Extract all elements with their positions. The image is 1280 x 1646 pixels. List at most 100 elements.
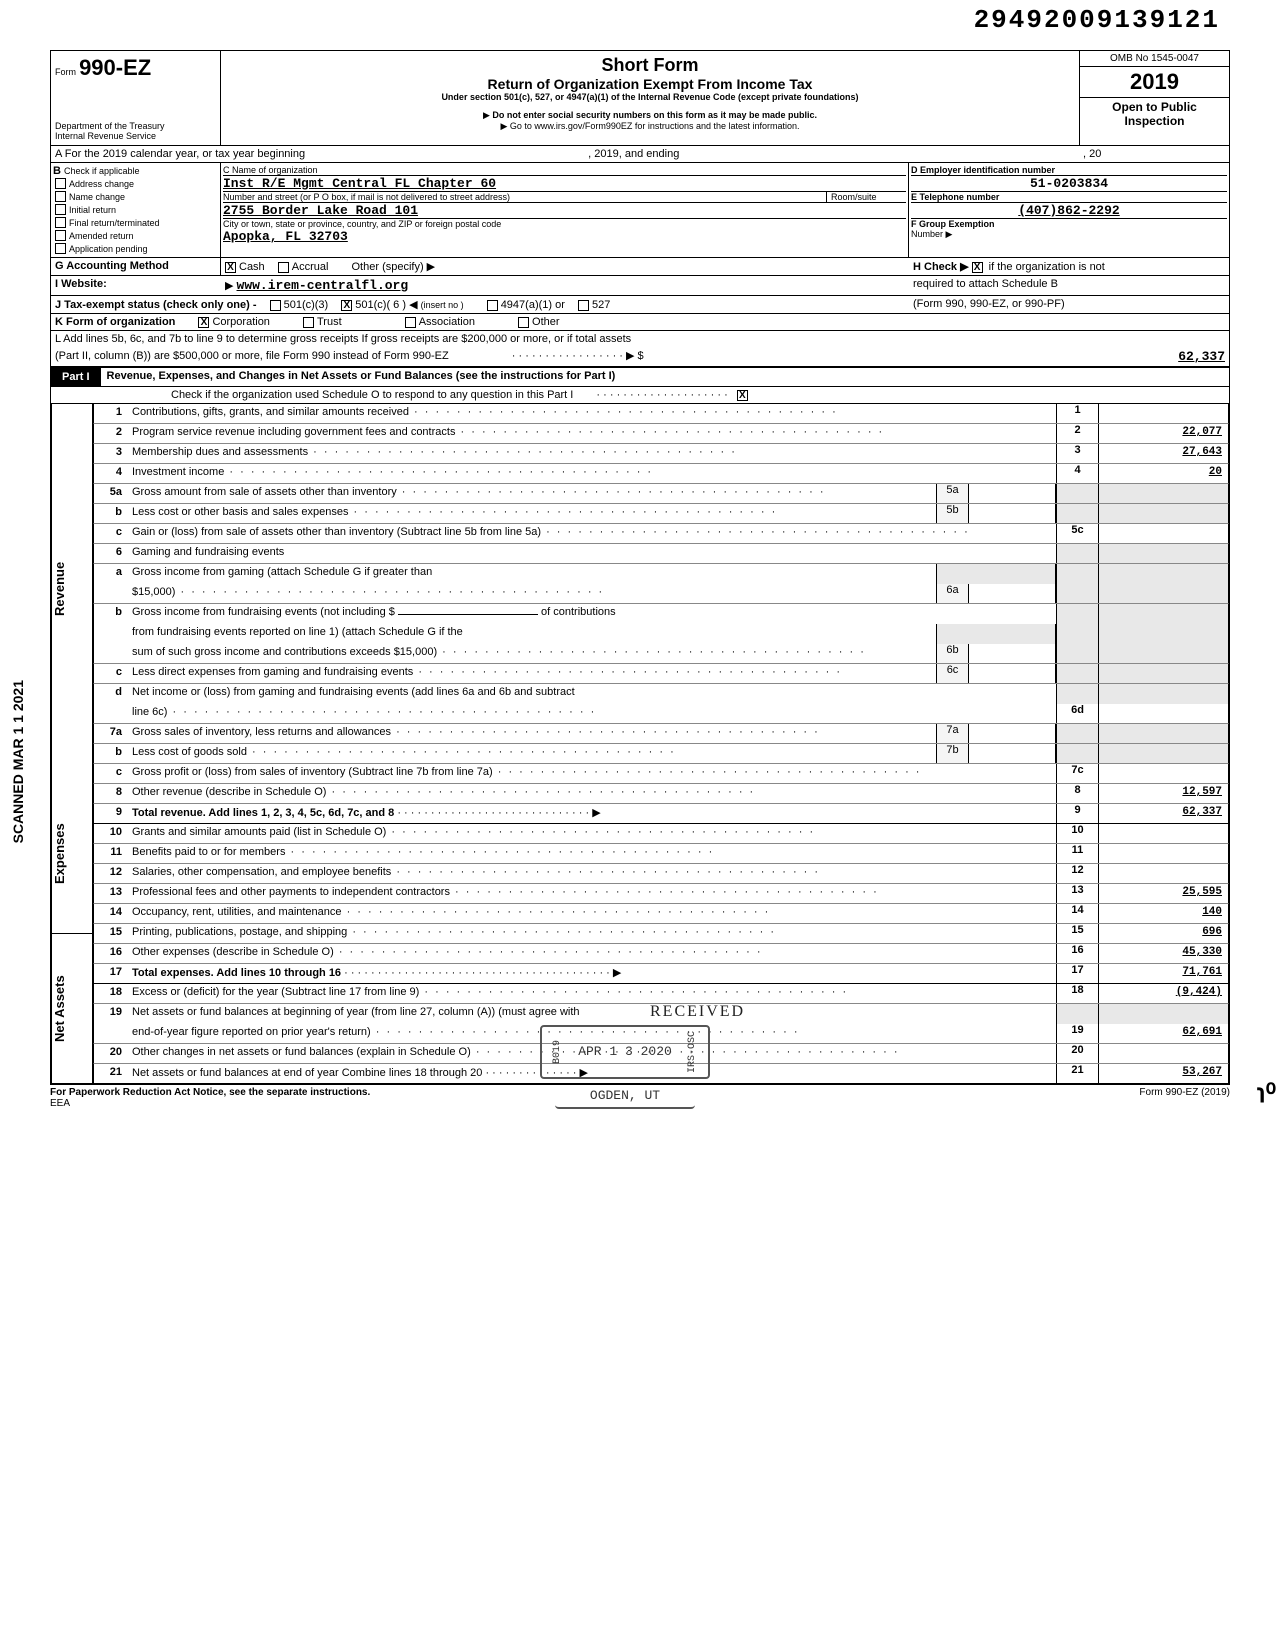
addr-label: Number and street (or P O box, if mail i… (223, 192, 826, 202)
line-14-box: 14 (1056, 904, 1098, 923)
line-4-desc: Investment income (128, 464, 1056, 483)
line-6-shade (1056, 544, 1098, 563)
city-label: City or town, state or province, country… (223, 219, 906, 229)
checkbox-schedule-o[interactable] (737, 390, 748, 401)
line-11-num: 11 (94, 844, 128, 863)
no-stamp-icon: ℩⁰ (1257, 1079, 1276, 1109)
line-13-num: 13 (94, 884, 128, 903)
line-18-val: (9,424) (1098, 984, 1228, 1003)
side-net-assets: Net Assets (51, 934, 93, 1084)
g-cash: Cash (239, 261, 265, 273)
form-prefix: Form (55, 67, 76, 77)
j-opt3: 4947(a)(1) or (501, 299, 565, 311)
received-date: APR 1 3 2020 (563, 1044, 687, 1059)
b-item-1: Name change (69, 192, 125, 202)
line-17-desc: Total expenses. Add lines 10 through 16 (132, 967, 341, 979)
line-6d-desc2: line 6c) (128, 704, 1056, 723)
line-8-box: 8 (1056, 784, 1098, 803)
line-17-val: 71,761 (1098, 964, 1228, 983)
l-line2: (Part II, column (B)) are $500,000 or mo… (55, 350, 449, 362)
checkbox-501c[interactable] (341, 300, 352, 311)
line-19-box: 19 (1056, 1024, 1098, 1043)
line-6d-num: d (94, 684, 128, 704)
l-row2: (Part II, column (B)) are $500,000 or mo… (50, 347, 1230, 367)
line-7a-num: 7a (94, 724, 128, 743)
l-row1: L Add lines 5b, 6c, and 7b to line 9 to … (50, 331, 1230, 347)
checkbox-name-change[interactable] (55, 191, 66, 202)
line-11-box: 11 (1056, 844, 1098, 863)
checkbox-trust[interactable] (303, 317, 314, 328)
line-12-box: 12 (1056, 864, 1098, 883)
omb-number: OMB No 1545-0047 (1080, 51, 1229, 67)
line-6b-shade2 (1056, 624, 1098, 644)
line-a-row: A For the 2019 calendar year, or tax yea… (50, 146, 1230, 163)
checkbox-h[interactable] (972, 262, 983, 273)
checkbox-amended-return[interactable] (55, 230, 66, 241)
line-15-desc: Printing, publications, postage, and shi… (128, 924, 1056, 943)
g-accrual: Accrual (292, 261, 329, 273)
h-text2: required to attach Schedule B (909, 276, 1229, 295)
g-other: Other (specify) ▶ (352, 261, 436, 273)
checkbox-cash[interactable] (225, 262, 236, 273)
line-5b-desc: Less cost or other basis and sales expen… (128, 504, 936, 523)
line-15-box: 15 (1056, 924, 1098, 943)
line-13-box: 13 (1056, 884, 1098, 903)
b019-label: B019 (552, 1040, 563, 1064)
line-10-val (1098, 824, 1228, 843)
line-7b-desc: Less cost of goods sold (128, 744, 936, 763)
k-row: K Form of organization Corporation Trust… (50, 314, 1230, 331)
i-row: I Website: ▶ www.irem-centralfl.org requ… (50, 276, 1230, 296)
line-7a-shade (1056, 724, 1098, 743)
line-6b-shade3 (1056, 644, 1098, 663)
checkbox-initial-return[interactable] (55, 204, 66, 215)
checkbox-corporation[interactable] (198, 317, 209, 328)
k-trust: Trust (317, 316, 342, 328)
checkbox-527[interactable] (578, 300, 589, 311)
line-5a-shade (1056, 484, 1098, 503)
line-5a-ibox: 5a (937, 484, 969, 503)
line-6c-ibox: 6c (937, 664, 969, 683)
line-21-desc: Net assets or fund balances at end of ye… (132, 1067, 482, 1079)
line-7a-ibox: 7a (937, 724, 969, 743)
lines-column: 1Contributions, gifts, grants, and simil… (93, 404, 1229, 1084)
checkbox-other-org[interactable] (518, 317, 529, 328)
form-title: Short Form (225, 55, 1075, 76)
checkbox-accrual[interactable] (278, 262, 289, 273)
line-7c-desc: Gross profit or (loss) from sales of inv… (128, 764, 1056, 783)
j-row: J Tax-exempt status (check only one) - 5… (50, 296, 1230, 314)
document-control-number: 29492009139121 (974, 5, 1220, 35)
b-item-2: Initial return (69, 205, 116, 215)
line-6d-shade (1056, 684, 1098, 704)
line-6b-desc3: from fundraising events reported on line… (128, 624, 936, 644)
line-16-num: 16 (94, 944, 128, 963)
l-value: 62,337 (1099, 347, 1229, 366)
checkbox-association[interactable] (405, 317, 416, 328)
tax-year: 2019 (1080, 67, 1229, 98)
line-3-num: 3 (94, 444, 128, 463)
org-name: Inst R/E Mgmt Central FL Chapter 60 (223, 176, 906, 192)
line-1-desc: Contributions, gifts, grants, and simila… (128, 404, 1056, 423)
line-6b-shade (1056, 604, 1098, 624)
line-19-blank (94, 1024, 128, 1043)
part-1-check-dots: · · · · · · · · · · · · · · · · · · · · (596, 389, 727, 401)
line-19-shade (1056, 1004, 1098, 1024)
line-19-desc: Net assets or fund balances at beginning… (128, 1004, 1056, 1024)
checkbox-final-return[interactable] (55, 217, 66, 228)
b-item-4: Amended return (69, 231, 134, 241)
city-state-zip: Apopka, FL 32703 (223, 229, 906, 244)
line-2-desc: Program service revenue including govern… (128, 424, 1056, 443)
line-6a-shade2 (1056, 584, 1098, 603)
checkbox-501c3[interactable] (270, 300, 281, 311)
line-7b-shade (1056, 744, 1098, 763)
line-7a-shadeval (1098, 724, 1228, 743)
scanned-stamp: SCANNED MAR 1 1 2021 (10, 680, 26, 843)
irs-label: Internal Revenue Service (55, 131, 216, 141)
checkbox-4947[interactable] (487, 300, 498, 311)
line-6a-blank (94, 584, 128, 603)
h-label: H Check ▶ (913, 261, 969, 273)
checkbox-application-pending[interactable] (55, 243, 66, 254)
line-5c-box: 5c (1056, 524, 1098, 543)
line-16-box: 16 (1056, 944, 1098, 963)
checkbox-address-change[interactable] (55, 178, 66, 189)
line-6-num: 6 (94, 544, 128, 563)
